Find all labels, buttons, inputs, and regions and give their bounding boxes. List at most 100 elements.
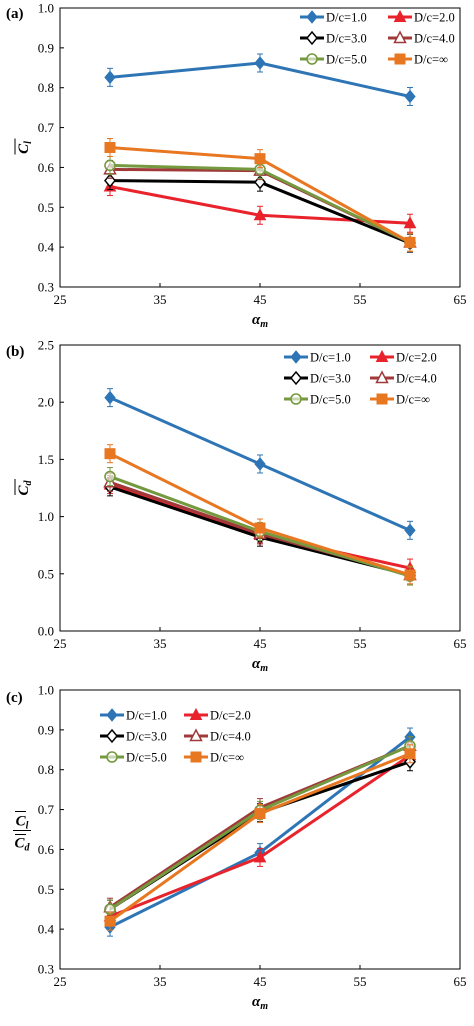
y-tick-label: 0.5	[38, 200, 54, 215]
x-tick-label: 45	[254, 292, 267, 307]
data-point	[404, 236, 416, 248]
y-tick-label: 0.4	[38, 922, 55, 937]
legend-item: D/c=∞	[184, 751, 244, 765]
y-tick-label: 0.0	[38, 624, 54, 639]
data-point	[254, 522, 266, 534]
legend-label: D/c=5.0	[310, 393, 351, 407]
data-point	[104, 390, 116, 405]
y-tick-label: 0.4	[38, 240, 55, 255]
legend-label: D/c=∞	[210, 751, 244, 765]
legend-label: D/c=1.0	[126, 709, 167, 723]
y-tick-label: 2.0	[38, 395, 54, 410]
legend-item: D/c=5.0	[284, 393, 351, 407]
data-point	[404, 569, 416, 581]
legend-label: D/c=2.0	[414, 11, 455, 25]
data-point	[104, 70, 116, 85]
legend-label: D/c=2.0	[396, 351, 437, 365]
series-line	[109, 754, 411, 918]
y-tick-label: 2.5	[38, 338, 54, 353]
series-line	[109, 752, 411, 923]
legend-item: D/c=4.0	[184, 728, 251, 744]
legend-swatch-marker	[189, 728, 203, 742]
y-axis-title: Cd	[14, 479, 34, 496]
x-tick-label: 45	[254, 974, 267, 989]
x-tick-label: 25	[54, 974, 67, 989]
x-tick-label: 25	[54, 292, 67, 307]
legend-label: D/c=2.0	[210, 709, 251, 723]
legend-label: D/c=4.0	[414, 32, 455, 46]
legend-item: D/c=1.0	[300, 10, 367, 25]
legend: D/c=1.0 D/c=2.0 D/c=3.0 D/c=4.0 D/c=5.0 D/c=∞	[100, 707, 251, 765]
data-point	[104, 470, 116, 483]
y-tick-label: 0.9	[38, 40, 54, 55]
legend-swatch-marker	[393, 9, 407, 22]
y-axis-title-text: Cd	[16, 479, 34, 495]
data-point	[104, 173, 116, 188]
y-tick-label: 1.0	[38, 1, 54, 16]
y-tick-label: 0.6	[38, 160, 55, 175]
legend-item: D/c=3.0	[100, 728, 167, 744]
x-tick-label: 35	[154, 292, 167, 307]
legend-swatch-marker	[394, 53, 406, 65]
legend-swatch-marker	[290, 350, 302, 364]
y-tick-label: 0.8	[38, 80, 54, 95]
data-point	[104, 159, 116, 172]
panel-label: (a)	[6, 6, 24, 22]
x-tick-label: 45	[254, 636, 267, 651]
legend-swatch-marker	[376, 393, 388, 405]
legend-swatch-marker	[290, 370, 302, 386]
data-point	[404, 89, 416, 104]
data-point	[254, 808, 266, 820]
y-tick-label: 1.5	[38, 452, 54, 467]
y-tick-label: 0.7	[38, 120, 55, 135]
chart-panel-2: (b) 0.0 0.5 1.0 1.5 2.0 2.5 25 35 45 55 65 αm Cd D/c=1…	[6, 338, 467, 675]
legend-swatch-marker	[375, 370, 389, 384]
data-point	[254, 153, 266, 165]
data-point	[104, 448, 116, 460]
legend-item: D/c=2.0	[370, 349, 437, 365]
series-D/c=∞	[104, 138, 416, 252]
x-tick-label: 25	[54, 636, 67, 651]
chart-panel-1: (a) 0.3 0.4 0.5 0.6 0.7 0.8 0.9 1.0 25 35 45 55 65 αm C…	[6, 1, 467, 331]
y-tick-label: 1.0	[38, 509, 54, 524]
y-tick-label: 0.7	[38, 802, 55, 817]
x-tick-label: 65	[454, 292, 467, 307]
legend-label: D/c=4.0	[396, 372, 437, 386]
legend-label: D/c=1.0	[326, 11, 367, 25]
chart-panel-3: (c) 0.3 0.4 0.5 0.6 0.7 0.8 0.9 1.0 25 35 45 55 65 αm C…	[6, 683, 467, 1013]
legend-item: D/c=3.0	[300, 30, 367, 46]
data-point	[404, 748, 416, 760]
series-D/c=1.0	[104, 53, 416, 106]
legend-item: D/c=2.0	[388, 9, 455, 25]
legend-label: D/c=5.0	[326, 53, 367, 67]
y-axis-title-text: Cl	[16, 141, 34, 154]
data-point	[254, 457, 266, 471]
legend-item: D/c=1.0	[100, 708, 167, 723]
x-tick-label: 65	[454, 974, 467, 989]
legend-swatch-marker	[306, 30, 318, 46]
y-tick-label: 0.8	[38, 762, 54, 777]
legend-item: D/c=4.0	[370, 370, 437, 386]
data-point	[404, 523, 416, 538]
x-tick-label: 55	[354, 636, 367, 651]
y-axis-title-denominator: Cd	[14, 836, 30, 854]
series-D/c=1.0	[104, 388, 416, 540]
legend-swatch-marker	[106, 728, 118, 744]
legend-label: D/c=4.0	[210, 730, 251, 744]
y-tick-label: 0.3	[38, 962, 54, 977]
x-tick-label: 65	[454, 636, 467, 651]
legend-swatch-marker	[189, 707, 203, 720]
legend-label: D/c=3.0	[310, 372, 351, 386]
legend-item: D/c=4.0	[388, 30, 455, 46]
x-axis-title: αm	[252, 656, 268, 674]
legend-label: D/c=5.0	[126, 751, 167, 765]
y-tick-label: 1.0	[38, 683, 54, 698]
legend-label: D/c=1.0	[310, 351, 351, 365]
plot-frame	[59, 689, 461, 970]
y-tick-label: 0.5	[38, 882, 54, 897]
y-axis-title: Cl	[14, 138, 34, 155]
y-axis-title: Cl Cd	[13, 811, 31, 854]
series-D/c=2.0	[103, 745, 417, 926]
y-tick-label: 0.9	[38, 722, 54, 737]
